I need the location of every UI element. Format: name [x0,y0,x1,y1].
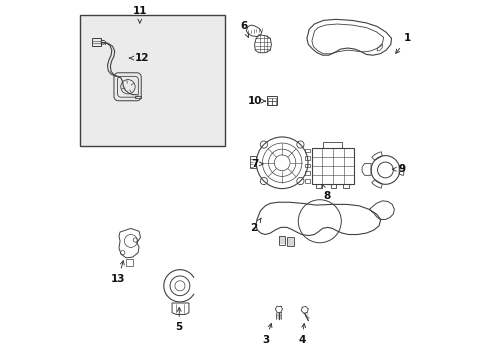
Text: 1: 1 [395,33,410,53]
Text: 4: 4 [298,324,305,345]
Text: 11: 11 [132,6,147,23]
Bar [80,15,224,146]
Bar [272,98,276,101]
Text: 8: 8 [321,185,330,201]
Text: 10: 10 [247,96,265,106]
Text: 5: 5 [175,307,183,332]
Bar [267,98,271,101]
Text: 2: 2 [250,218,261,233]
Bar [266,96,277,105]
Text: 9: 9 [392,164,405,174]
Bar [267,102,271,105]
Text: 13: 13 [111,261,125,284]
Bar [311,148,353,184]
Text: 7: 7 [251,159,263,169]
Text: 12: 12 [129,53,149,63]
Text: 3: 3 [262,323,271,345]
Bar [272,102,276,105]
Text: 6: 6 [240,21,248,37]
